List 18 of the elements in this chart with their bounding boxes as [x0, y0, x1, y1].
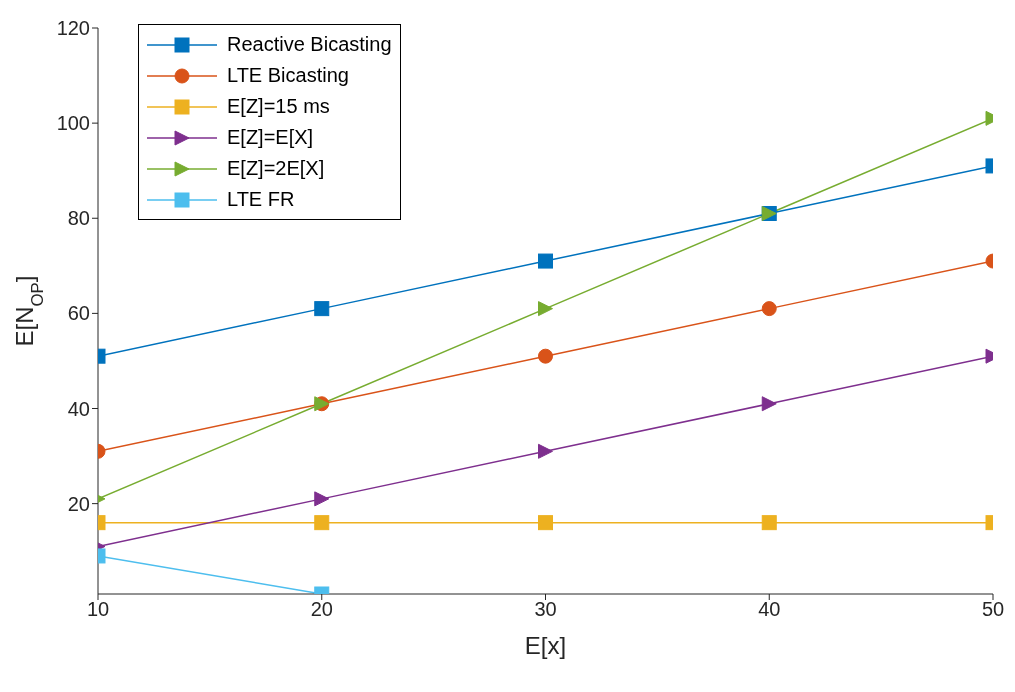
y-tick-label: 20 [67, 492, 90, 515]
x-axis-title: E[x] [524, 632, 567, 659]
y-tick-label: 120 [56, 17, 90, 40]
x-tick-label: 50 [981, 598, 1005, 621]
x-tick-label: 10 [86, 598, 110, 621]
x-tick-label: 40 [758, 598, 781, 621]
y-tick-label: 80 [67, 207, 90, 230]
y-tick-label: 60 [67, 302, 90, 325]
legend-label: Reactive Bicasting [227, 33, 392, 56]
y-tick-label: 100 [56, 112, 90, 135]
legend-label: E[Z]=2E[X] [227, 157, 325, 180]
x-tick-label: 30 [534, 598, 557, 621]
legend-label: E[Z]=E[X] [227, 126, 314, 149]
legend-label: E[Z]=15 ms [227, 95, 330, 118]
legend-label: LTE Bicasting [227, 64, 349, 87]
legend-label: LTE FR [227, 188, 295, 211]
x-tick-label: 20 [310, 598, 333, 621]
y-tick-label: 40 [67, 397, 90, 420]
